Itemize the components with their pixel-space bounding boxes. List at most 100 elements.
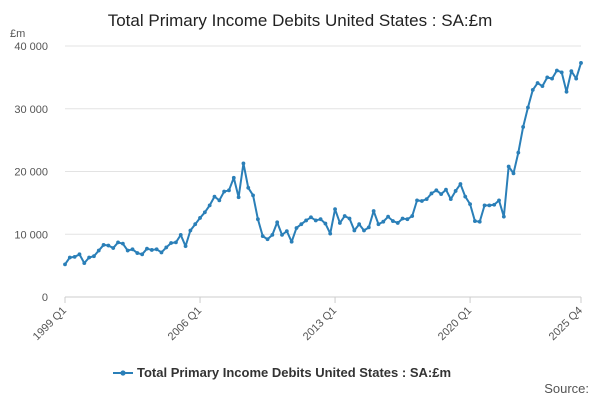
data-point (506, 164, 511, 169)
data-point (439, 192, 444, 196)
data-point (236, 195, 241, 200)
grid-layer (65, 45, 581, 235)
data-point (212, 194, 217, 199)
data-point (265, 237, 270, 242)
data-point (357, 222, 362, 227)
data-point (207, 203, 212, 208)
data-point (497, 198, 501, 203)
data-point (554, 68, 559, 73)
data-point (188, 228, 193, 233)
data-point (101, 243, 106, 247)
data-point (67, 255, 72, 260)
data-point (63, 262, 67, 267)
data-point (169, 241, 173, 245)
data-point (434, 188, 439, 193)
x-tick-label: 2025 Q4 (547, 305, 585, 343)
data-point (145, 246, 149, 251)
data-point (309, 215, 313, 220)
data-point (135, 251, 140, 255)
data-point (256, 217, 260, 222)
data-point (92, 254, 96, 259)
data-point (280, 232, 284, 237)
data-point (246, 185, 251, 190)
legend[interactable]: Total Primary Income Debits United State… (113, 365, 451, 380)
data-point (501, 214, 506, 219)
data-point (516, 150, 521, 155)
data-point (458, 182, 463, 186)
data-point (579, 61, 583, 65)
data-point (164, 245, 169, 250)
y-tick-label: 0 (42, 292, 48, 304)
data-point (463, 194, 468, 199)
y-tick-label: 10 000 (14, 229, 48, 241)
data-point (183, 244, 188, 249)
data-point (304, 218, 309, 223)
data-point (270, 232, 275, 237)
data-point (260, 234, 265, 239)
data-point (198, 216, 202, 220)
data-point (429, 191, 434, 196)
data-point (87, 255, 92, 260)
data-point (294, 226, 299, 230)
y-tick-label: 30 000 (14, 104, 48, 116)
data-point (487, 203, 492, 208)
data-point (159, 250, 164, 255)
data-point (521, 125, 526, 129)
data-point (492, 202, 497, 207)
axis-layer: 0 10 000 20 000 30 000 40 000 1999 Q1 2006 Q1 2… (14, 41, 585, 343)
data-point (526, 105, 530, 110)
data-point (318, 217, 323, 222)
x-tick-label: 2013 Q1 (301, 305, 339, 343)
data-point (289, 239, 294, 244)
data-point (405, 217, 410, 222)
data-point (106, 243, 111, 248)
data-point (415, 198, 419, 203)
data-point (120, 241, 125, 246)
source-label: Source: (544, 381, 589, 396)
x-tick-label: 1999 Q1 (31, 305, 69, 343)
series-layer (63, 61, 583, 267)
data-point (559, 70, 564, 75)
data-point (241, 161, 246, 166)
data-point (174, 240, 178, 245)
data-point (535, 81, 540, 85)
data-point (251, 193, 255, 198)
data-point (482, 203, 487, 208)
data-point (347, 216, 352, 221)
x-tick-label: 2006 Q1 (166, 305, 204, 343)
data-point (376, 222, 381, 227)
data-point (448, 197, 453, 202)
data-point (342, 214, 347, 218)
data-point (362, 228, 366, 233)
data-point (337, 221, 342, 225)
data-point (477, 219, 482, 224)
data-point (231, 175, 236, 180)
data-point (468, 202, 472, 207)
data-point (545, 75, 550, 80)
data-point (540, 84, 545, 89)
data-point (569, 69, 574, 73)
data-point (96, 248, 101, 253)
data-point (550, 76, 554, 81)
data-point (381, 219, 386, 224)
data-point (82, 261, 87, 266)
data-point (116, 240, 120, 245)
data-point (453, 189, 458, 193)
data-point (424, 197, 429, 202)
data-point (222, 189, 227, 194)
data-point (473, 219, 477, 223)
data-point (284, 229, 289, 234)
data-point (140, 252, 145, 257)
data-point (419, 199, 424, 203)
data-point (149, 248, 154, 252)
data-point (227, 188, 231, 193)
data-point (574, 76, 579, 81)
data-point (530, 88, 535, 92)
data-point (125, 248, 130, 253)
data-point (299, 222, 304, 227)
data-point (511, 171, 516, 176)
data-point (386, 214, 390, 219)
data-point (333, 207, 337, 212)
